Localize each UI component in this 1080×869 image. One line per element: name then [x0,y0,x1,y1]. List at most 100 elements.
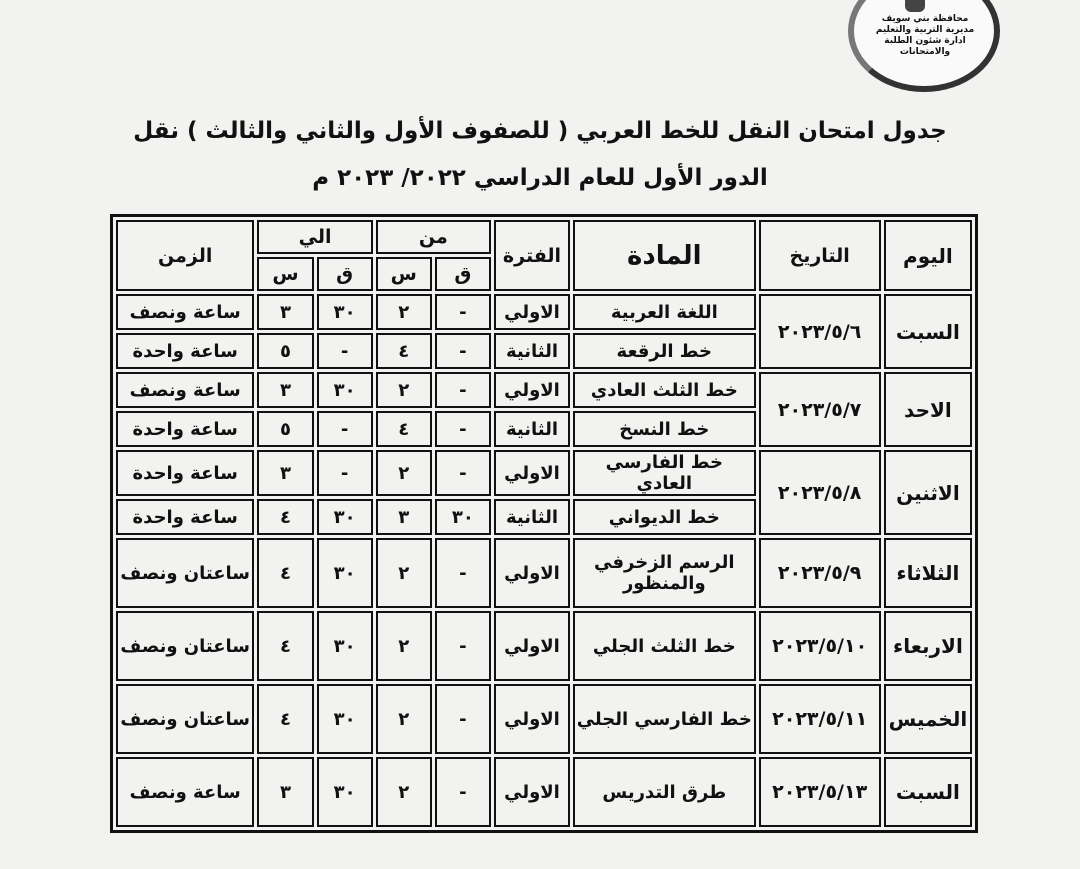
from-minute-cell-text: ٣٠ [451,506,474,528]
from-hour-cell-text: ٢ [398,379,410,401]
logo-seal [848,0,1000,92]
period-cell-text: الاولي [504,562,560,584]
period-cell: الاولي [493,757,571,827]
period-cell-text: الاولي [504,462,560,484]
subject-cell-text: خط الفارسي الجلي [576,708,752,730]
date-cell-text: ٢٠٢٣/٥/٩ [777,562,862,584]
from-minute-cell: - [434,611,491,681]
date-cell-text: ٢٠٢٣/٥/٦ [777,320,862,343]
duration-cell: ساعة واحدة [116,411,255,447]
to-hour-cell-text: ٥ [279,418,291,440]
header-to: الي [257,220,373,254]
to-minute-cell-text: ٣٠ [333,781,356,803]
duration-cell: ساعة واحدة [116,499,255,535]
date-cell: ٢٠٢٣/٥/٦ [758,294,881,369]
from-minute-cell-text: - [459,562,467,584]
from-minute-cell: - [434,372,491,408]
document-title: جدول امتحان النقل للخط العربي ( للصفوف ا… [133,118,947,144]
day-cell: الاثنين [883,450,972,535]
header-to-minute: ق [316,257,373,291]
date-cell: ٢٠٢٣/٥/٨ [758,450,881,535]
table-row: السبت ٢٠٢٣/٥/٦ اللغة العربية الاولي - ٢ ٣٠ ٣ ساع… [116,294,972,369]
subject-cell-text: خط الديواني [608,506,720,528]
from-minute-cell-text: - [459,635,467,657]
to-hour-cell-text: ٣ [279,301,291,323]
to-minute-cell: ٣٠ [316,538,373,608]
day-cell-text: الاثنين [896,480,960,505]
from-hour-cell-text: ٢ [398,635,410,657]
day-cell: السبت [883,294,972,369]
to-hour-cell-text: ٤ [279,635,291,657]
to-minute-cell: ٣٠ [316,372,373,408]
from-hour-cell: ٢ [375,372,432,408]
subject-cell-text: خط الرقعة [616,340,713,362]
from-minute-cell: - [434,757,491,827]
logo-line: محافظة بني سويف [881,14,969,24]
day-cell: الخميس [883,684,972,754]
from-hour-cell: ٤ [375,411,432,447]
from-minute-cell: ٣٠ [434,499,491,535]
period-cell: الاولي [493,611,571,681]
day-cell-text: السبت [895,780,960,804]
period-cell-text: الثانية [505,340,559,362]
table-row: الخميس ٢٠٢٣/٥/١١ خط الفارسي الجلي الاولي - ٢ ٣… [116,684,972,754]
subject-cell-text: خط الثلث الجلي [592,635,736,657]
subject-cell: خط الرقعة [573,333,756,369]
table-row: السبت ٢٠٢٣/٥/١٣ طرق التدريس الاولي - ٢ ٣٠ ٣ ساعة… [116,757,972,827]
to-hour-cell: ٤ [257,538,314,608]
subject-cell: طرق التدريس [573,757,756,827]
period-cell-text: الاولي [504,301,560,323]
day-cell-text: الاربعاء [893,634,963,658]
header-day: اليوم [883,220,972,291]
from-hour-cell: ٢ [375,538,432,608]
to-minute-cell-text: ٣٠ [333,379,356,401]
to-hour-cell: ٥ [257,411,314,447]
to-minute-cell: - [316,333,373,369]
table-row: الاربعاء ٢٠٢٣/٥/١٠ خط الثلث الجلي الاولي - ٢ ٣… [116,611,972,681]
from-minute-cell-text: - [459,340,467,362]
from-minute-cell-text: - [459,418,467,440]
day-cell: الاربعاء [883,611,972,681]
to-hour-cell-text: ٥ [279,340,291,362]
from-minute-cell: - [434,411,491,447]
to-minute-cell-text: ٣٠ [333,562,356,584]
period-cell-text: الثانية [505,506,559,528]
to-minute-cell-text: ٣٠ [333,635,356,657]
date-cell-text: ٢٠٢٣/٥/٨ [777,481,862,504]
period-cell: الاولي [493,294,571,330]
to-hour-cell-text: ٣ [279,462,291,484]
to-minute-cell: ٣٠ [316,611,373,681]
duration-cell-text: ساعة ونصف [129,301,241,323]
period-cell: الاولي [493,372,571,408]
eagle-emblem-icon [905,0,925,12]
header-from-minute: ق [434,257,491,291]
subject-cell-text: اللغة العربية [610,301,718,323]
date-cell: ٢٠٢٣/٥/٧ [758,372,881,447]
period-cell: الاولي [493,538,571,608]
subject-cell: خط الفارسي الجلي [573,684,756,754]
header-date: التاريخ [758,220,881,291]
header-from-hour: س [375,257,432,291]
date-cell-text: ٢٠٢٣/٥/١١ [772,708,868,730]
document-subtitle: الدور الأول للعام الدراسي ٢٠٢٢/ ٢٠٢٣ م [312,165,768,191]
subject-cell: خط النسخ [573,411,756,447]
to-minute-cell-text: - [340,462,349,484]
header-from: من [375,220,491,254]
header-period: الفترة [493,220,571,291]
subject-cell: اللغة العربية [573,294,756,330]
duration-cell-text: ساعة ونصف [129,379,241,401]
subject-cell-text: خط الفارسي العادي [605,452,724,494]
from-hour-cell: ٢ [375,757,432,827]
period-cell: الثانية [493,499,571,535]
from-minute-cell-text: - [459,708,467,730]
to-hour-cell: ٣ [257,372,314,408]
table-row: خط النسخ الثانية - ٤ - ٥ ساعة واحدة [116,411,972,447]
duration-cell-text: ساعة واحدة [132,506,238,528]
from-hour-cell-text: ٤ [398,418,410,440]
from-hour-cell-text: ٢ [398,562,410,584]
from-hour-cell: ٢ [375,611,432,681]
logo-line: مديرية التربية والتعليم [875,25,975,35]
to-minute-cell: - [316,411,373,447]
subject-cell-text: خط الثلث العادي [590,379,738,401]
period-cell-text: الاولي [504,379,560,401]
